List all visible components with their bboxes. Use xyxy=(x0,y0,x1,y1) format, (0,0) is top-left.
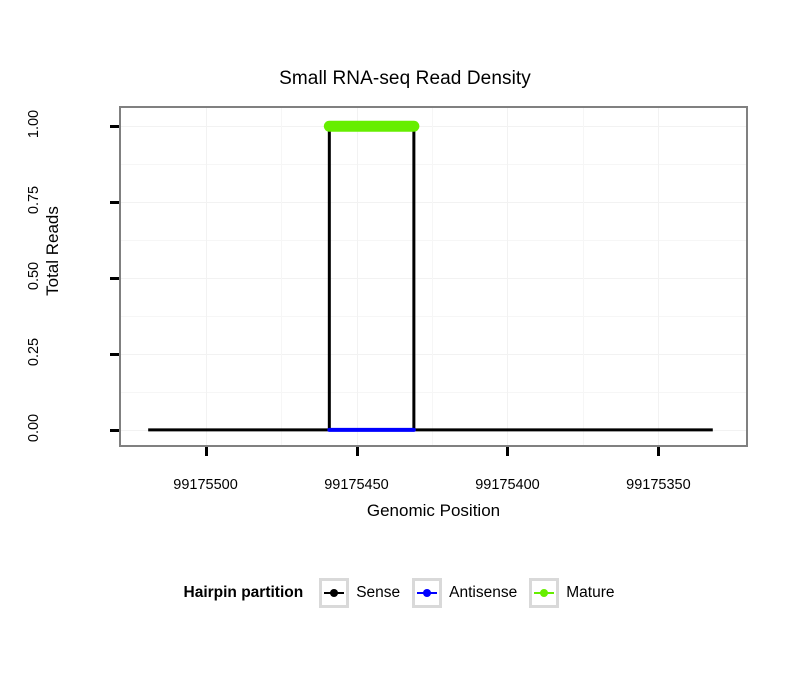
x-tick-label: 99175350 xyxy=(626,477,691,493)
legend-key-point xyxy=(540,589,549,597)
legend-key-point xyxy=(423,589,432,597)
legend-key-antisense xyxy=(412,578,443,608)
legend-entry-mature[interactable]: Mature xyxy=(529,578,614,608)
legend-entries: Sense Antisense Mature xyxy=(319,578,626,608)
legend-entry-antisense[interactable]: Antisense xyxy=(412,578,517,608)
gridline-x xyxy=(432,108,433,445)
y-tick-mark xyxy=(110,352,119,356)
x-tick-mark xyxy=(506,447,510,456)
x-tick-mark xyxy=(355,447,359,456)
legend-label: Mature xyxy=(566,584,615,601)
x-tick-mark xyxy=(204,447,208,456)
gridline-x xyxy=(658,108,659,445)
y-axis-title: Total Reads xyxy=(43,206,62,296)
legend-entry-sense[interactable]: Sense xyxy=(319,578,400,608)
x-axis-title: Genomic Position xyxy=(366,501,501,520)
chart-title: Small RNA-seq Read Density xyxy=(279,68,531,89)
x-tick-label: 99175400 xyxy=(475,477,540,493)
legend-key-sense xyxy=(319,578,350,608)
gridline-y xyxy=(121,354,746,355)
y-tick-mark xyxy=(110,201,119,205)
gridline-x xyxy=(507,108,508,445)
x-tick-label: 99175450 xyxy=(324,477,389,493)
gridline-y xyxy=(121,278,746,279)
gridline-x xyxy=(281,108,282,445)
legend-title: Hairpin partition xyxy=(183,584,304,601)
gridline-y xyxy=(121,316,746,317)
x-tick-label: 99175500 xyxy=(173,477,238,493)
gridline-y xyxy=(121,202,746,203)
y-tick-label: 0.75 xyxy=(26,186,42,215)
gridline-x xyxy=(357,108,358,445)
plot-panel xyxy=(119,106,748,447)
series-line-sense xyxy=(148,126,713,430)
y-tick-label: 0.00 xyxy=(26,413,42,442)
gridline-y xyxy=(121,392,746,393)
x-tick-mark xyxy=(657,447,661,456)
legend-label: Antisense xyxy=(449,584,518,601)
y-tick-label: 1.00 xyxy=(26,110,42,139)
plot-panel-inner xyxy=(121,108,746,445)
gridline-x xyxy=(583,108,584,445)
y-tick-mark xyxy=(110,428,119,432)
y-tick-mark xyxy=(110,277,119,281)
legend-label: Sense xyxy=(356,584,401,601)
gridline-x xyxy=(206,108,207,445)
data-series-layer xyxy=(121,108,746,445)
gridline-y xyxy=(121,164,746,165)
chart-legend: Hairpin partition Sense Antisense Mature xyxy=(0,578,810,608)
legend-key-mature xyxy=(529,578,560,608)
gridline-y xyxy=(121,126,746,127)
gridline-y xyxy=(121,240,746,241)
y-tick-label: 0.25 xyxy=(26,337,42,367)
legend-key-point xyxy=(330,589,339,597)
y-tick-label: 0.50 xyxy=(26,261,42,291)
y-tick-mark xyxy=(110,125,119,129)
